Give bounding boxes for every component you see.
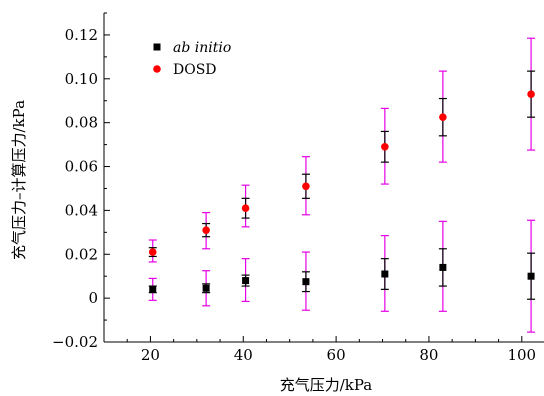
data-point-circle: [202, 226, 210, 234]
legend-label-ab-initio: ab initio: [173, 40, 231, 56]
y-tick-label: −0.02: [52, 333, 98, 351]
y-tick-label: 0.12: [65, 26, 98, 44]
y-axis-label: 充气压力–计算压力/kPa: [10, 100, 28, 260]
data-point-circle: [439, 113, 447, 121]
plot-frame: [103, 13, 544, 343]
x-tick-label: 20: [141, 346, 160, 364]
x-tick-label: 60: [327, 346, 346, 364]
data-point-square: [149, 285, 157, 293]
data-point-square: [242, 277, 250, 285]
data-point-circle: [302, 182, 310, 191]
legend-marker-ab-initio: [153, 43, 161, 51]
y-tick-label: 0.02: [65, 245, 98, 263]
data-point-circle: [241, 204, 250, 213]
y-axis-ticks: −0.02 0 0.02 0.04 0.06 0.08 0.10 0.12: [52, 12, 110, 351]
data-point-circle: [527, 90, 535, 98]
data-point-square: [302, 278, 310, 286]
y-tick-label: 0: [88, 289, 98, 307]
data-point-square: [439, 263, 447, 271]
y-tick-label: 0.08: [65, 114, 98, 132]
data-point-square: [381, 270, 389, 278]
y-tick-label: 0.10: [65, 70, 98, 88]
statistical-error-bars: [148, 70, 536, 300]
y-tick-label: 0.04: [65, 201, 98, 219]
x-axis-label: 充气压力/kPa: [280, 376, 373, 394]
legend: ab initio DOSD: [153, 40, 231, 78]
x-tick-label: 80: [419, 346, 438, 364]
x-tick-label: 40: [234, 346, 253, 364]
legend-marker-dosd: [153, 65, 161, 73]
data-markers: [148, 90, 535, 293]
data-point-square: [527, 272, 535, 280]
data-point-square: [202, 284, 210, 292]
y-tick-label: 0.06: [65, 158, 98, 176]
legend-label-dosd: DOSD: [173, 62, 217, 78]
x-tick-label: 100: [507, 346, 536, 364]
data-point-circle: [148, 248, 157, 256]
data-point-circle: [381, 142, 389, 151]
x-axis-ticks: 20 40 60 80 100: [103, 336, 536, 364]
